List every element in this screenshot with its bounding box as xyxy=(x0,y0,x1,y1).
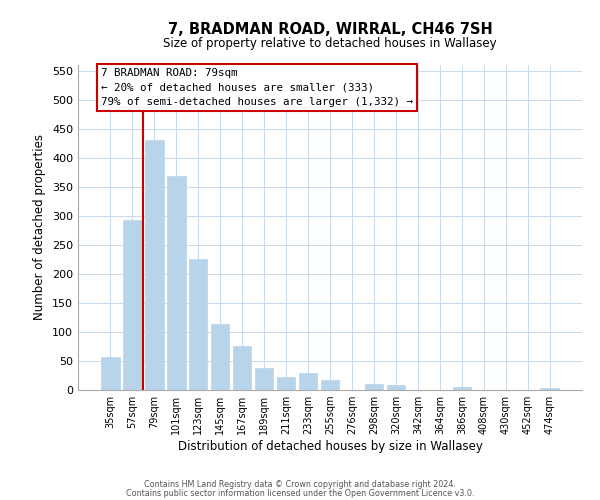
Bar xyxy=(123,220,142,390)
X-axis label: Distribution of detached houses by size in Wallasey: Distribution of detached houses by size … xyxy=(178,440,482,453)
Text: Contains HM Land Registry data © Crown copyright and database right 2024.: Contains HM Land Registry data © Crown c… xyxy=(144,480,456,489)
Bar xyxy=(255,368,274,390)
Bar xyxy=(452,387,471,390)
Bar xyxy=(189,259,208,390)
Bar xyxy=(541,388,559,390)
Bar xyxy=(320,380,340,390)
Bar xyxy=(299,373,317,390)
Text: 7, BRADMAN ROAD, WIRRAL, CH46 7SH: 7, BRADMAN ROAD, WIRRAL, CH46 7SH xyxy=(167,22,493,38)
Y-axis label: Number of detached properties: Number of detached properties xyxy=(34,134,46,320)
Bar xyxy=(233,346,251,390)
Text: 7 BRADMAN ROAD: 79sqm
← 20% of detached houses are smaller (333)
79% of semi-det: 7 BRADMAN ROAD: 79sqm ← 20% of detached … xyxy=(101,68,413,106)
Bar xyxy=(167,176,185,390)
Text: Size of property relative to detached houses in Wallasey: Size of property relative to detached ho… xyxy=(163,38,497,51)
Text: Contains public sector information licensed under the Open Government Licence v3: Contains public sector information licen… xyxy=(126,490,474,498)
Bar xyxy=(145,140,164,390)
Bar xyxy=(211,324,229,390)
Bar xyxy=(386,385,405,390)
Bar xyxy=(365,384,383,390)
Bar xyxy=(101,357,119,390)
Bar xyxy=(277,377,295,390)
